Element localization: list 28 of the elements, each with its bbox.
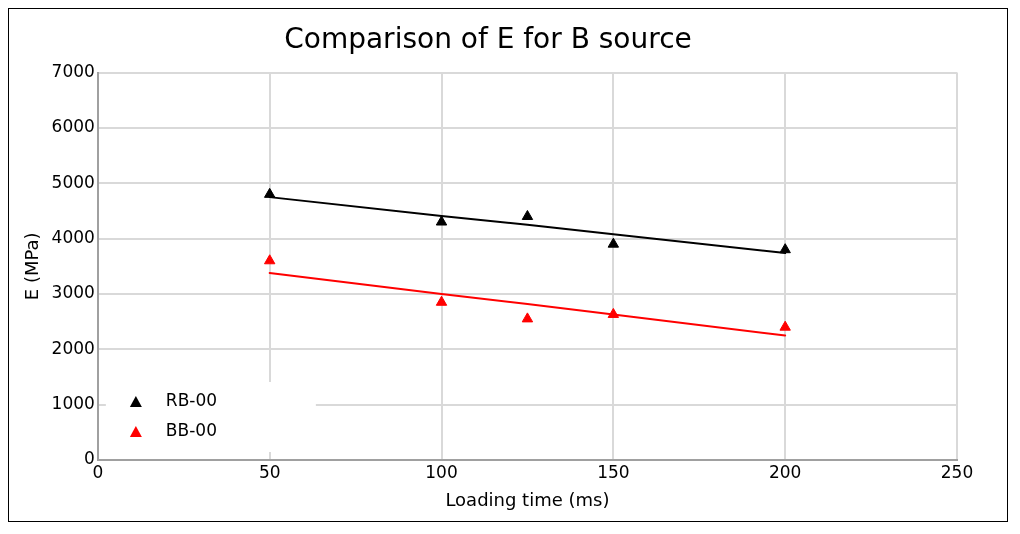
point — [779, 320, 791, 331]
x-tick-label: 250 — [940, 461, 974, 482]
x-tick-label: 150 — [597, 461, 630, 482]
x-tick-label: 50 — [258, 461, 281, 482]
point — [779, 243, 791, 254]
point — [264, 254, 276, 265]
y-tick-label: 3000 — [51, 282, 95, 303]
point — [521, 312, 534, 323]
point — [435, 295, 448, 306]
x-axis-title: Loading time (ms) — [445, 488, 610, 510]
y-tick-label: 4000 — [51, 227, 95, 248]
point — [521, 209, 534, 220]
point — [264, 187, 276, 198]
point — [607, 237, 620, 248]
line-series — [268, 271, 787, 337]
point — [435, 215, 448, 226]
y-tick-label: 1000 — [51, 393, 95, 414]
legend-label: BB-00 — [165, 420, 217, 441]
y-tick-label: 5000 — [51, 171, 95, 192]
y-tick-label: 7000 — [51, 61, 95, 82]
y-tick-label: 2000 — [51, 337, 95, 358]
x-tick-label: 100 — [425, 461, 458, 482]
chart-title: Comparison of E for B source — [284, 22, 692, 56]
legend-label: RB-00 — [165, 390, 218, 411]
x-tick-label: 200 — [768, 461, 802, 482]
y-tick-label: 0 — [84, 448, 95, 469]
y-tick-label: 6000 — [51, 116, 95, 137]
y-axis-title: E (MPa) — [21, 232, 43, 301]
